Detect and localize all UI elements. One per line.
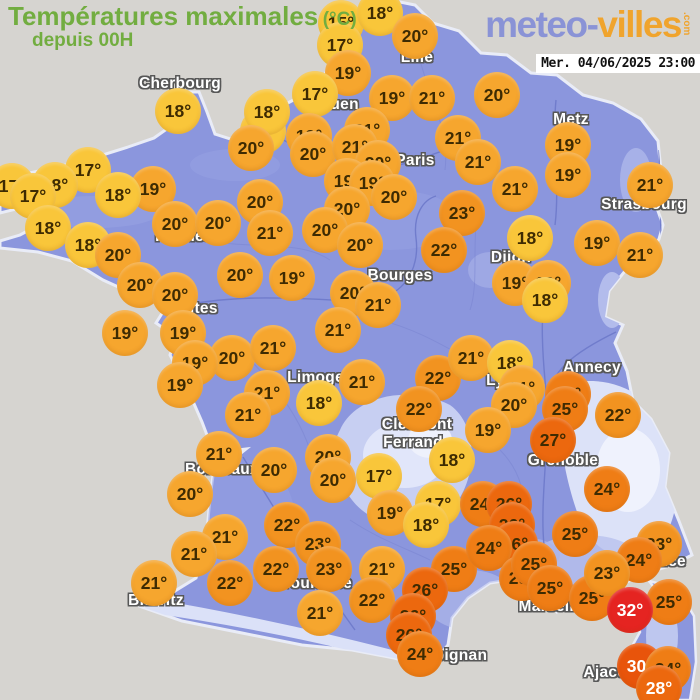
temp-bubble[interactable]: 19° — [157, 362, 203, 408]
temp-bubble[interactable]: 22° — [595, 392, 641, 438]
temp-bubble[interactable]: 18° — [95, 172, 141, 218]
temp-bubble[interactable]: 18° — [403, 502, 449, 548]
temp-bubble[interactable]: 20° — [209, 335, 255, 381]
temp-bubble[interactable]: 25° — [431, 546, 477, 592]
city-label-paris[interactable]: Paris — [395, 152, 435, 169]
logo-suffix-com: .com — [681, 12, 692, 36]
temp-bubble[interactable]: 20° — [474, 72, 520, 118]
logo-part-meteo: meteo- — [485, 4, 599, 45]
temp-bubble[interactable]: 20° — [392, 13, 438, 59]
temp-bubble[interactable]: 21° — [617, 232, 663, 278]
temp-bubble[interactable]: 23° — [306, 546, 352, 592]
temp-bubble[interactable]: 18° — [522, 277, 568, 323]
page-title: Températures maximales — [8, 1, 319, 31]
title-unit: (°C) — [322, 9, 357, 30]
temp-bubble[interactable]: 20° — [195, 200, 241, 246]
temp-bubble[interactable]: 19° — [545, 152, 591, 198]
temp-bubble[interactable]: 22° — [349, 577, 395, 623]
temp-bubble[interactable]: 18° — [25, 205, 71, 251]
temp-bubble[interactable]: 19° — [465, 407, 511, 453]
temp-bubble[interactable]: 25° — [552, 511, 598, 557]
temp-bubble[interactable]: 19° — [102, 310, 148, 356]
temp-bubble[interactable]: 20° — [167, 471, 213, 517]
city-label-limoges[interactable]: Limoges — [287, 369, 353, 386]
logo-part-villes: villes — [597, 4, 682, 45]
temp-bubble[interactable]: 27° — [530, 417, 576, 463]
temp-bubble[interactable]: 22° — [207, 560, 253, 606]
temp-bubble[interactable]: 20° — [337, 222, 383, 268]
temp-bubble[interactable]: 20° — [491, 382, 537, 428]
timestamp-badge: Mer. 04/06/2025 23:00 — [536, 54, 700, 73]
temp-bubble[interactable]: 24° — [397, 631, 443, 677]
meteo-villes-logo[interactable]: meteo-villes.com — [485, 4, 692, 46]
temp-bubble[interactable]: 21° — [250, 325, 296, 371]
temp-bubble[interactable]: 18° — [155, 88, 201, 134]
temp-bubble[interactable]: 20° — [302, 207, 348, 253]
temp-bubble[interactable]: 22° — [396, 386, 442, 432]
temp-bubble[interactable]: 18° — [429, 437, 475, 483]
temp-bubble[interactable]: 21° — [171, 531, 217, 577]
map-title-block: Températures maximales (°C) depuis 00H — [8, 2, 357, 52]
temp-bubble[interactable]: 21° — [297, 590, 343, 636]
title-subtitle: depuis 00H — [32, 29, 134, 51]
temp-bubble[interactable]: 21° — [492, 166, 538, 212]
temp-bubble[interactable]: 19° — [574, 220, 620, 266]
temp-bubble[interactable]: 20° — [217, 252, 263, 298]
temp-bubble[interactable]: 20° — [310, 457, 356, 503]
temp-bubble[interactable]: 21° — [339, 359, 385, 405]
temp-bubble[interactable]: 20° — [251, 447, 297, 493]
temp-bubble[interactable]: 21° — [448, 335, 494, 381]
temp-bubble[interactable]: 23° — [584, 550, 630, 596]
temp-bubble[interactable]: 20° — [371, 174, 417, 220]
temp-bubble[interactable]: 21° — [409, 75, 455, 121]
temp-bubble[interactable]: 28° — [636, 665, 682, 700]
temp-bubble[interactable]: 25° — [527, 565, 573, 611]
city-label-bourges[interactable]: Bourges — [367, 267, 433, 284]
temp-bubble[interactable]: 22° — [421, 227, 467, 273]
temp-bubble[interactable]: 20° — [152, 201, 198, 247]
temp-bubble[interactable]: 22° — [253, 546, 299, 592]
temp-bubble[interactable]: 24° — [584, 466, 630, 512]
temp-bubble[interactable]: 21° — [355, 282, 401, 328]
temp-bubble[interactable]: 21° — [247, 210, 293, 256]
temp-bubble[interactable]: 20° — [228, 125, 274, 171]
temp-bubble[interactable]: 21° — [196, 431, 242, 477]
city-label-ferrand[interactable]: Ferrand — [383, 434, 443, 451]
city-label-annecy[interactable]: Annecy — [563, 359, 621, 376]
temp-bubble[interactable]: 21° — [131, 560, 177, 606]
temp-bubble[interactable]: 19° — [269, 255, 315, 301]
temp-bubble[interactable]: 18° — [507, 215, 553, 261]
temp-bubble[interactable]: 21° — [455, 139, 501, 185]
temp-bubble[interactable]: 32° — [607, 587, 653, 633]
temp-bubble[interactable]: 21° — [627, 162, 673, 208]
temp-bubble[interactable]: 17° — [292, 71, 338, 117]
temp-bubble[interactable]: 18° — [296, 380, 342, 426]
temp-bubble[interactable]: 21° — [225, 392, 271, 438]
temp-bubble[interactable]: 21° — [315, 307, 361, 353]
city-label-cherbourg[interactable]: Cherbourg — [139, 75, 221, 92]
temp-bubble[interactable]: 25° — [646, 579, 692, 625]
temp-bubble[interactable]: 19° — [325, 50, 371, 96]
